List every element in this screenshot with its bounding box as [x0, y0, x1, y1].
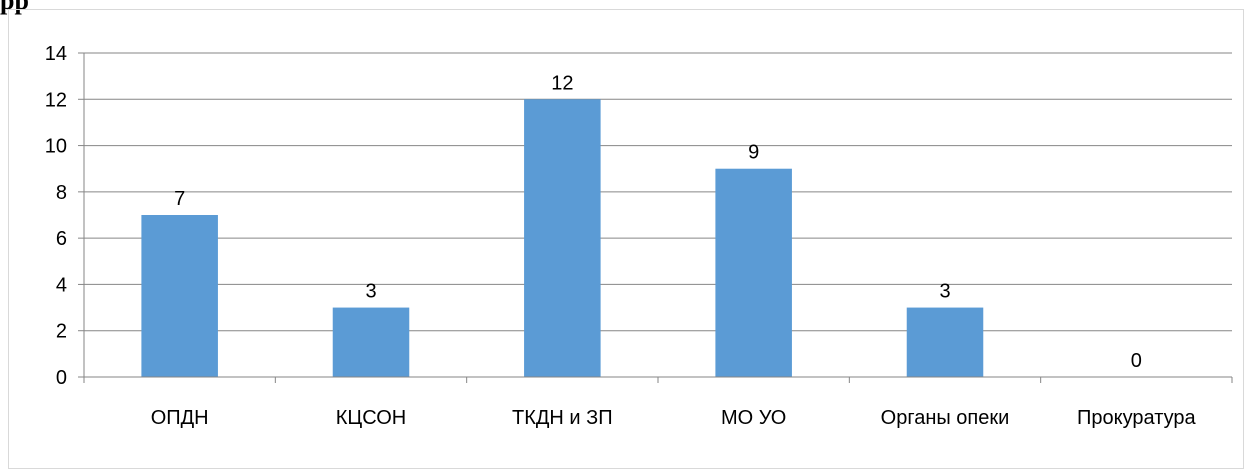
bars — [141, 99, 984, 378]
x-tick-labels: ОПДН КЦСОН ТКДН и ЗП МО УО Органы опеки Проку… — [151, 407, 1197, 429]
x-tick-label: ОПДН — [151, 407, 209, 429]
data-label: 0 — [1131, 350, 1142, 372]
y-tick-labels: 0 2 4 6 8 10 12 14 — [45, 43, 67, 389]
y-tick-label: 4 — [56, 274, 67, 296]
y-tick-label: 2 — [56, 321, 67, 343]
y-tick-label: 14 — [45, 43, 67, 65]
x-tick-label: МО УО — [721, 407, 786, 429]
axes — [78, 52, 1233, 383]
bar-4 — [715, 168, 792, 377]
x-tick-label: ТКДН и ЗП — [512, 407, 613, 429]
data-label: 3 — [365, 281, 376, 303]
y-tick-label: 6 — [56, 228, 67, 250]
y-tick-label: 12 — [45, 89, 67, 111]
bar-3 — [524, 99, 601, 378]
x-tick-label: КЦСОН — [336, 407, 406, 429]
y-tick-label: 10 — [45, 136, 67, 158]
bar-5 — [906, 307, 984, 377]
data-label: 9 — [748, 142, 759, 164]
y-tick-label: 0 — [56, 367, 67, 389]
data-label: 12 — [551, 72, 573, 94]
gridlines — [84, 52, 1232, 332]
cropped-heading-fragment: рр — [0, 0, 29, 15]
data-label: 7 — [174, 188, 185, 210]
data-label: 3 — [939, 281, 950, 303]
bar-2 — [332, 307, 410, 377]
bar-1 — [141, 215, 218, 377]
bar-chart: 0 2 4 6 8 10 12 14 ОПДН КЦСОН ТКДН и ЗП МО УО Орган… — [45, 43, 1233, 429]
x-tick-label: Прокуратура — [1077, 407, 1196, 429]
data-labels: 7 3 12 9 3 0 — [174, 72, 1142, 372]
x-tick-label: Органы опеки — [881, 407, 1010, 429]
y-tick-label: 8 — [56, 182, 67, 204]
